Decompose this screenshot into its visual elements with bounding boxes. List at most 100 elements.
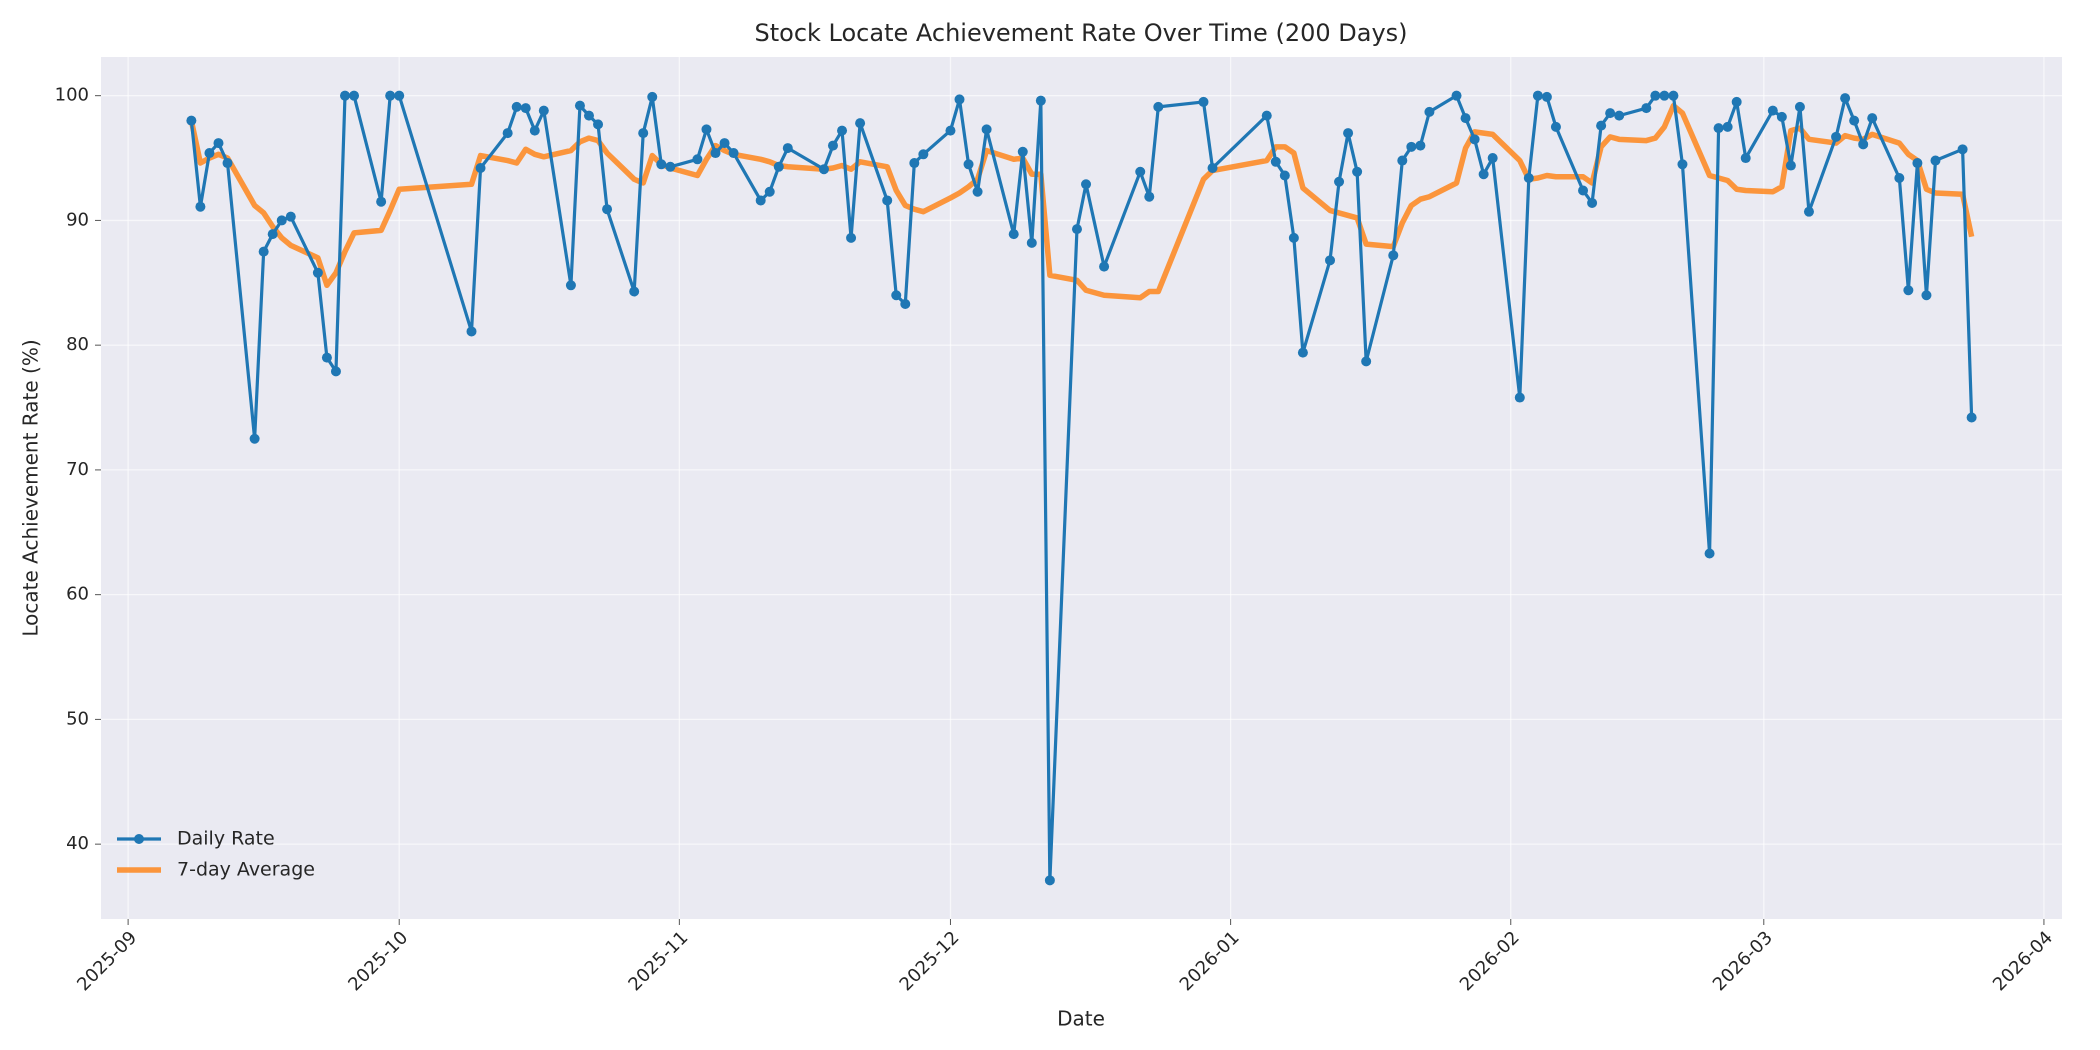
data-point [701, 124, 712, 135]
data-point [719, 138, 730, 149]
y-tick-label: 40 [66, 833, 89, 854]
data-point [945, 125, 956, 136]
data-point [574, 100, 585, 111]
data-point [827, 140, 838, 151]
data-point [1487, 153, 1498, 164]
data-point [1776, 111, 1787, 122]
data-point [339, 90, 350, 101]
data-point [1415, 140, 1426, 151]
data-point [963, 159, 974, 170]
data-point [1523, 173, 1534, 184]
data-point [891, 290, 902, 301]
data-point [1334, 176, 1345, 187]
data-point [665, 161, 676, 172]
data-point [1361, 356, 1372, 367]
y-tick-label: 80 [66, 334, 89, 355]
x-tick-label: 2026-04 [1989, 927, 2057, 995]
data-point [629, 286, 640, 297]
data-point [222, 158, 233, 169]
data-point [972, 186, 983, 197]
y-tick-label: 60 [66, 584, 89, 605]
data-point [249, 433, 260, 444]
x-tick-label: 2025-12 [895, 927, 963, 995]
x-tick-label: 2025-11 [624, 927, 692, 995]
data-point [593, 119, 604, 130]
data-point [882, 195, 893, 206]
data-point [529, 125, 540, 136]
data-point [1831, 131, 1842, 142]
data-point [583, 110, 594, 121]
data-point [1343, 128, 1354, 139]
data-point [1081, 179, 1092, 190]
data-point [1858, 139, 1869, 150]
y-tick-label: 90 [66, 209, 89, 230]
data-point [385, 90, 396, 101]
data-point [1099, 261, 1110, 272]
data-point [394, 90, 405, 101]
data-point [1677, 159, 1688, 170]
data-point [1840, 93, 1851, 104]
y-tick-label: 50 [66, 708, 89, 729]
data-point [1325, 255, 1336, 266]
data-point [954, 94, 965, 105]
data-point [1867, 113, 1878, 124]
x-tick-label: 2026-03 [1709, 927, 1777, 995]
data-point [267, 229, 278, 240]
data-point [1008, 229, 1019, 240]
data-point [755, 195, 766, 206]
data-point [773, 161, 784, 172]
data-point [1198, 96, 1209, 107]
data-point [1451, 90, 1462, 101]
x-tick-label: 2026-01 [1176, 927, 1244, 995]
data-point [602, 204, 613, 215]
data-point [900, 298, 911, 309]
data-point [1532, 90, 1543, 101]
data-point [1912, 158, 1923, 169]
data-point [1144, 191, 1155, 202]
data-point [258, 246, 269, 257]
data-point [511, 101, 522, 112]
y-tick-label: 70 [66, 459, 89, 480]
data-point [1794, 101, 1805, 112]
data-point [1424, 106, 1435, 117]
data-point [1614, 110, 1625, 121]
data-point [764, 186, 775, 197]
x-tick-label: 2025-09 [73, 927, 141, 995]
y-axis-label: Locate Achievement Rate (%) [19, 339, 43, 636]
data-point [502, 128, 513, 139]
data-point [1207, 163, 1218, 174]
data-point [909, 158, 920, 169]
legend-marker [134, 834, 144, 844]
data-point [1713, 123, 1724, 134]
data-point [1406, 141, 1417, 152]
data-point [1297, 347, 1308, 358]
data-point [1903, 285, 1914, 296]
data-point [565, 280, 576, 291]
data-point [186, 115, 197, 126]
data-point [276, 215, 287, 226]
data-point [1270, 156, 1281, 167]
data-point [195, 201, 206, 212]
data-point [1704, 548, 1715, 559]
data-point [1550, 121, 1561, 132]
x-tick-label: 2025-10 [344, 927, 412, 995]
legend-label: 7-day Average [177, 859, 315, 881]
average-line [188, 102, 1975, 301]
data-point [1740, 153, 1751, 164]
data-point [1767, 105, 1778, 116]
data-point [782, 143, 793, 154]
data-point [1785, 160, 1796, 171]
data-point [1966, 412, 1977, 423]
data-point [638, 128, 649, 139]
data-point [1071, 224, 1082, 235]
x-tick-label: 2026-02 [1456, 927, 1524, 995]
data-point [1153, 101, 1164, 112]
data-point [1514, 392, 1525, 403]
legend: Daily Rate 7-day Average [117, 828, 315, 881]
data-point [1849, 115, 1860, 126]
data-point [1026, 237, 1037, 248]
data-point [312, 267, 323, 278]
data-point [692, 154, 703, 165]
data-point [349, 90, 360, 101]
data-point [1279, 170, 1290, 181]
